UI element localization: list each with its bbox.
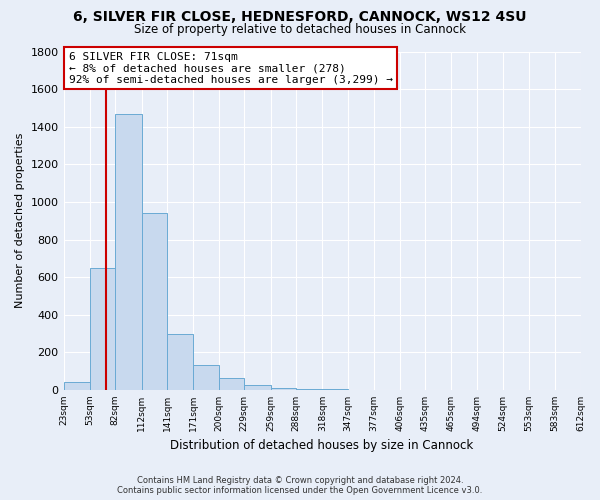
Bar	[115, 114, 142, 390]
Bar	[142, 213, 167, 390]
Bar	[271, 388, 296, 390]
Text: Contains HM Land Registry data © Crown copyright and database right 2024.
Contai: Contains HM Land Registry data © Crown c…	[118, 476, 482, 495]
Bar	[90, 268, 115, 390]
X-axis label: Distribution of detached houses by size in Cannock: Distribution of detached houses by size …	[170, 440, 473, 452]
Bar	[296, 389, 322, 390]
Y-axis label: Number of detached properties: Number of detached properties	[15, 133, 25, 308]
Bar	[322, 389, 348, 390]
Text: Size of property relative to detached houses in Cannock: Size of property relative to detached ho…	[134, 22, 466, 36]
Bar	[244, 385, 271, 390]
Bar	[193, 366, 219, 390]
Text: 6, SILVER FIR CLOSE, HEDNESFORD, CANNOCK, WS12 4SU: 6, SILVER FIR CLOSE, HEDNESFORD, CANNOCK…	[73, 10, 527, 24]
Text: 6 SILVER FIR CLOSE: 71sqm
← 8% of detached houses are smaller (278)
92% of semi-: 6 SILVER FIR CLOSE: 71sqm ← 8% of detach…	[69, 52, 393, 84]
Bar	[64, 382, 90, 390]
Bar	[219, 378, 244, 390]
Bar	[167, 334, 193, 390]
